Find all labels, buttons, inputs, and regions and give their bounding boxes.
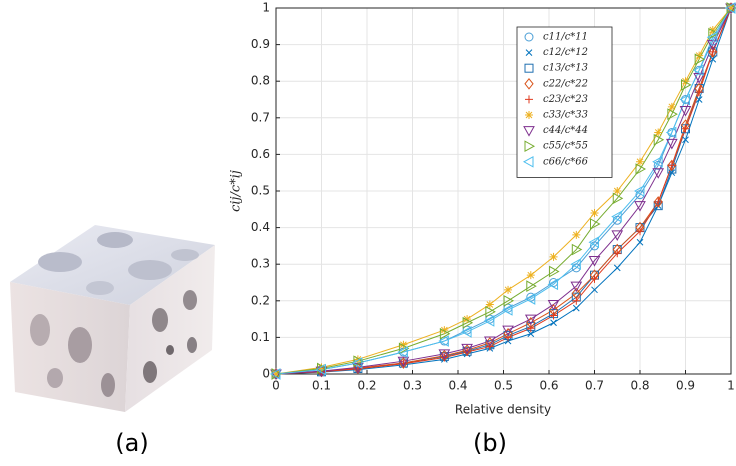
x-tick-label: 0.6 xyxy=(539,379,558,393)
y-tick-label: 0.2 xyxy=(251,293,270,307)
marker xyxy=(696,97,702,103)
legend-entry: c22/c*22 xyxy=(543,78,588,89)
y-axis-label: cij/c*ij xyxy=(229,170,244,212)
y-tick-label: 0.6 xyxy=(251,147,270,161)
y-tick-label: 1 xyxy=(262,1,270,15)
y-tick-label: 0.5 xyxy=(251,184,270,198)
legend-entry: c11/c*11 xyxy=(543,32,588,43)
marker xyxy=(572,231,580,239)
y-tick-label: 0 xyxy=(262,367,270,381)
x-tick-label: 0.4 xyxy=(448,379,467,393)
marker xyxy=(591,209,599,217)
x-tick-label: 0.8 xyxy=(630,379,649,393)
legend-entry: c23/c*23 xyxy=(543,94,588,105)
y-tick-label: 0.8 xyxy=(251,74,270,88)
x-tick-label: 0.1 xyxy=(312,379,331,393)
x-tick-label: 0.3 xyxy=(403,379,422,393)
panel-label: (b) xyxy=(473,429,507,457)
marker xyxy=(614,265,620,271)
x-tick-label: 0.9 xyxy=(676,379,695,393)
y-tick-label: 0.4 xyxy=(251,220,270,234)
legend-entry: c13/c*13 xyxy=(543,63,588,74)
y-tick-label: 0.1 xyxy=(251,330,270,344)
cube-illustration xyxy=(10,225,215,412)
x-tick-label: 0.7 xyxy=(585,379,604,393)
legend-entry: c66/c*66 xyxy=(543,156,589,167)
legend-entry: c33/c*33 xyxy=(543,110,588,121)
figure: (a) (b) Relative density cij/c*ij 0 0.1 0.… xyxy=(0,0,736,466)
marker xyxy=(573,305,579,311)
y-tick-label: 0.3 xyxy=(251,257,270,271)
legend-entry: c44/c*44 xyxy=(543,125,588,136)
x-tick-label: 1 xyxy=(727,379,735,393)
panel-label: (a) xyxy=(115,429,148,457)
marker xyxy=(550,311,558,319)
y-tick-label: 0.9 xyxy=(251,37,270,51)
x-tick-label: 0.5 xyxy=(494,379,513,393)
y-tick-label: 0.7 xyxy=(251,110,270,124)
legend-marker xyxy=(525,111,533,119)
x-tick-label: 0 xyxy=(272,379,280,393)
legend-entry: c55/c*55 xyxy=(543,141,588,152)
marker xyxy=(550,253,558,261)
marker xyxy=(527,271,535,279)
x-tick-label: 0.2 xyxy=(357,379,376,393)
marker xyxy=(668,161,676,169)
marker xyxy=(551,320,557,326)
legend-entry: c12/c*12 xyxy=(543,47,588,58)
legend: c11/c*11 c12/c*12 c13/c*13 c22/c*22 c23/c*23… xyxy=(517,27,612,177)
x-axis-label: Relative density xyxy=(455,403,551,417)
marker xyxy=(504,286,512,294)
